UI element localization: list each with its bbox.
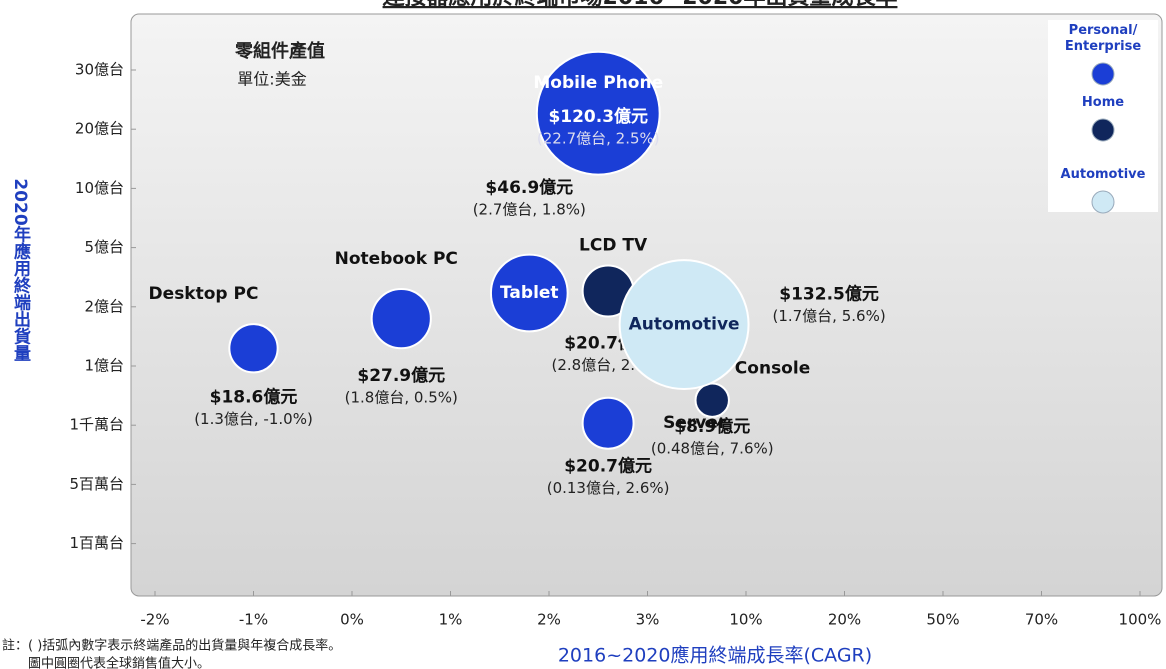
legend [1048, 20, 1158, 212]
legend-swatch [1091, 190, 1115, 214]
y-tick-label: 1千萬台 [69, 416, 124, 434]
y-tick-label: 5億台 [84, 238, 124, 256]
point-name: Notebook PC [335, 249, 458, 269]
point-name: Server [663, 413, 727, 433]
legend-label: Personal/Enterprise [1065, 23, 1141, 54]
size-label: $20.7億元 [564, 456, 652, 477]
x-tick-label: -1% [239, 611, 268, 629]
x-tick-label: 50% [926, 611, 959, 629]
y-tick-label: 2億台 [84, 297, 124, 315]
detail-label: (1.8億台, 0.5%) [345, 389, 458, 407]
y-tick-label: 10億台 [75, 179, 124, 197]
detail-label: (22.7億台, 2.5%) [537, 130, 660, 148]
y-tick-label: 30億台 [75, 61, 124, 79]
x-tick-label: 70% [1025, 611, 1058, 629]
legend-label: Automotive [1061, 167, 1146, 182]
x-axis-label: 2016~2020應用終端成長率(CAGR) [558, 644, 872, 667]
bubble [228, 323, 279, 374]
annotation: 零組件產值 [234, 40, 325, 62]
size-label: $27.9億元 [357, 365, 445, 386]
legend-swatch [1091, 118, 1115, 142]
legend-label: Home [1082, 95, 1124, 110]
x-tick-label: 1% [439, 611, 463, 629]
size-label: $46.9億元 [485, 177, 573, 198]
chart-title: 連接器應用於終端市場2016~2020年出貨量成長率 [383, 0, 898, 10]
note: 註：( )括弧內數字表示終端產品的出貨量與年複合成長率。 [2, 638, 341, 654]
point-name: Desktop PC [149, 284, 259, 304]
detail-label: (1.3億台, -1.0%) [194, 410, 313, 428]
legend-swatch [1091, 62, 1115, 86]
bubble [535, 50, 661, 176]
x-tick-label: 20% [828, 611, 861, 629]
x-tick-label: 10% [729, 611, 762, 629]
x-tick-label: 2% [537, 611, 561, 629]
size-label: $132.5億元 [779, 284, 879, 305]
point-name: Tablet [500, 283, 559, 303]
bubble [694, 382, 730, 418]
x-tick-label: -2% [140, 611, 169, 629]
point-name: Automotive [629, 315, 740, 335]
detail-label: (2.7億台, 1.8%) [473, 200, 586, 218]
size-label: $8.9億元 [674, 416, 750, 437]
annotation: 單位:美金 [237, 70, 306, 89]
detail-label: (0.13億台, 2.6%) [547, 479, 670, 497]
size-label: $18.6億元 [210, 386, 298, 407]
y-tick-label: 1億台 [84, 357, 124, 375]
point-name: Mobile Phone [533, 73, 663, 93]
y-tick-label: 5百萬台 [69, 475, 124, 493]
note: 圖中圓圈代表全球銷售值大小。 [28, 656, 210, 669]
size-label: $120.3億元 [548, 106, 648, 127]
y-tick-label: 1百萬台 [69, 534, 124, 552]
y-axis-label: 2020年應用終端出貨量 [10, 178, 31, 361]
x-tick-label: 100% [1119, 611, 1162, 629]
point-name: LCD TV [579, 236, 648, 256]
bubble [489, 253, 569, 333]
x-tick-label: 3% [636, 611, 660, 629]
detail-label: (0.48億台, 7.6%) [651, 439, 774, 457]
x-tick-label: 0% [340, 611, 364, 629]
bubble [581, 396, 635, 450]
bubble [370, 288, 432, 350]
y-tick-label: 20億台 [75, 120, 124, 138]
detail-label: (1.7億台, 5.6%) [772, 307, 885, 325]
bubble [618, 259, 750, 391]
